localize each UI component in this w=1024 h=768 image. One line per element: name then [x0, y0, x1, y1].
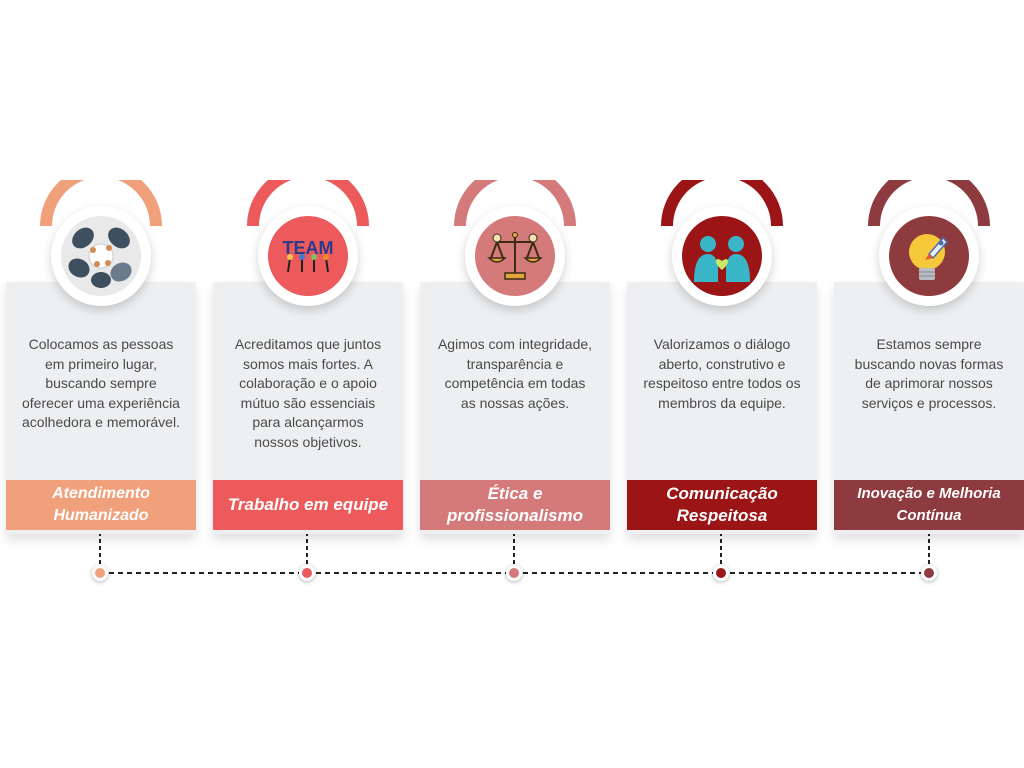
value-card-etica: Agimos com integridade, transparência e … [420, 180, 610, 534]
scales-icon [475, 216, 555, 296]
card-title: Comunicação Respeitosa [627, 480, 817, 530]
value-card-inovacao: Estamos sempre buscando novas formas de … [834, 180, 1024, 534]
timeline-dot [509, 568, 519, 578]
card-description: Acreditamos que juntos somos mais fortes… [234, 336, 382, 450]
icon-circle: TEAM [258, 206, 358, 306]
card-arc [40, 180, 162, 227]
icon-circle [465, 206, 565, 306]
card-arc [247, 180, 369, 227]
card-arc [868, 180, 990, 227]
icon-circle [879, 206, 979, 306]
team-letters-icon: TEAM [268, 216, 348, 296]
icon-circle [672, 206, 772, 306]
card-description: Valorizamos o diálogo aberto, construtiv… [643, 336, 801, 411]
value-card-atendimento: Colocamos as pessoas em primeiro lugar, … [6, 180, 196, 534]
card-description: Estamos sempre buscando novas formas de … [854, 336, 1004, 411]
card-description: Colocamos as pessoas em primeiro lugar, … [22, 336, 180, 430]
value-card-comunicacao: Valorizamos o diálogo aberto, construtiv… [627, 180, 817, 534]
card-title: Ética e profissionalismo [420, 480, 610, 530]
heart-people-icon [682, 216, 762, 296]
card-title: Inovação e Melhoria Contínua [834, 480, 1024, 530]
value-card-trabalho: TEAM Acreditamos que juntos somos mais f… [213, 180, 403, 534]
timeline-dot [924, 568, 934, 578]
card-description: Agimos com integridade, transparência e … [437, 336, 593, 411]
people-circle-icon [61, 216, 141, 296]
team-icon-text: TEAM [283, 238, 334, 258]
timeline-dot [302, 568, 312, 578]
lightbulb-rocket-icon [889, 216, 969, 296]
timeline-dot [716, 568, 726, 578]
icon-circle [51, 206, 151, 306]
card-title: Atendimento Humanizado [6, 480, 196, 530]
card-arc [454, 180, 576, 227]
timeline-dot [95, 568, 105, 578]
card-title: Trabalho em equipe [213, 480, 403, 530]
card-arc [661, 180, 783, 227]
